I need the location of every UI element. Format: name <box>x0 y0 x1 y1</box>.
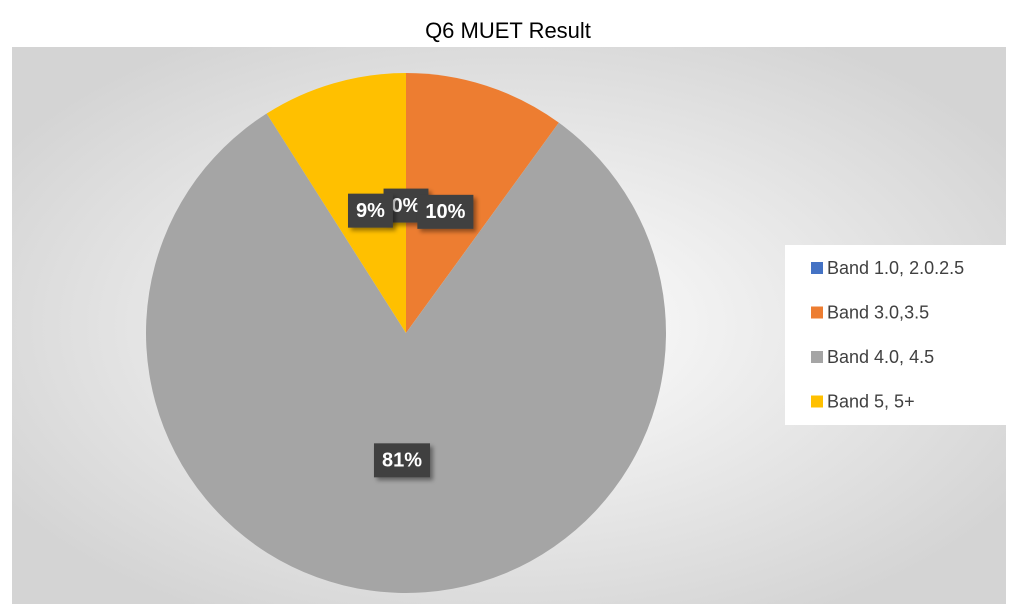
legend-box <box>785 245 1006 425</box>
legend-label: Band 1.0, 2.0.2.5 <box>827 258 964 278</box>
pie-slice <box>145 113 667 594</box>
legend-swatch <box>811 351 823 363</box>
legend-swatch <box>811 262 823 274</box>
data-label: 9% <box>348 193 393 228</box>
data-label: 81% <box>373 443 431 478</box>
chart-title: Q6 MUET Result <box>425 18 591 43</box>
data-label: 10% <box>417 194 474 229</box>
data-label-box <box>417 194 474 229</box>
data-label-box <box>373 443 431 478</box>
legend-swatch <box>811 306 823 319</box>
legend-swatch <box>811 395 823 408</box>
pie-slice <box>406 73 559 333</box>
data-label-text: 10% <box>425 201 465 223</box>
data-label-box <box>348 193 393 228</box>
legend-label: Band 4.0, 4.5 <box>827 347 934 367</box>
data-label-text: 9% <box>356 200 385 222</box>
data-label-text: 81% <box>382 450 422 472</box>
legend-label: Band 5, 5+ <box>827 391 915 411</box>
data-label-text: 0% <box>392 195 421 217</box>
legend-label: Band 3.0,3.5 <box>827 302 929 322</box>
pie-slice <box>266 73 406 333</box>
